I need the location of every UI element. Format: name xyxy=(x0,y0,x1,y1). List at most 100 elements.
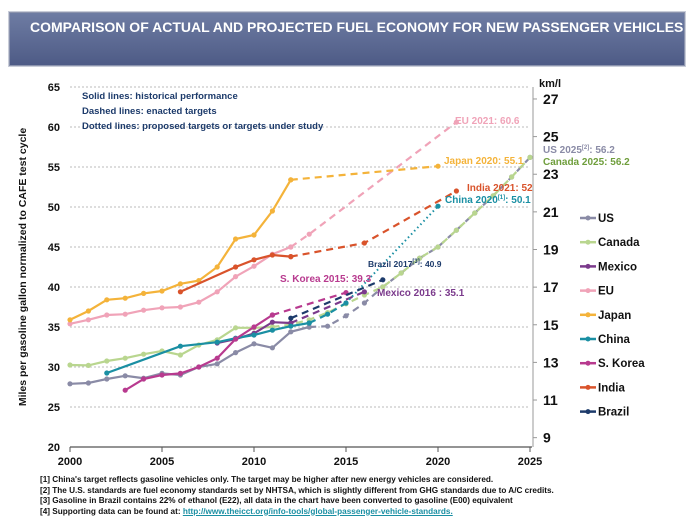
legend-label: Brazil xyxy=(598,407,629,419)
right-tick-label: 25 xyxy=(543,129,559,145)
series-line-japan xyxy=(69,179,292,321)
chart-title: COMPARISON OF ACTUAL AND PROJECTED FUEL … xyxy=(8,11,686,67)
data-point xyxy=(67,317,73,323)
footnotes: [1] China's target reflects gasoline veh… xyxy=(40,475,554,517)
y-tick-label: 65 xyxy=(48,82,60,94)
data-point xyxy=(417,255,423,261)
data-point xyxy=(214,355,220,361)
y-tick-label: 45 xyxy=(48,242,60,254)
y-tick-label: 35 xyxy=(48,322,60,334)
data-point xyxy=(288,323,294,329)
data-point xyxy=(306,320,312,326)
data-point xyxy=(361,289,367,295)
data-point xyxy=(141,376,147,382)
right-tick-label: 9 xyxy=(543,430,551,446)
legend-marker xyxy=(585,360,591,366)
y-tick-label: 40 xyxy=(48,282,60,294)
data-point xyxy=(233,350,239,356)
series-line-brazil xyxy=(290,278,384,320)
data-point xyxy=(435,244,441,250)
data-point xyxy=(214,264,220,270)
data-point xyxy=(288,329,294,335)
legend-label: India xyxy=(598,382,625,394)
data-point xyxy=(233,264,239,270)
data-point xyxy=(269,345,275,351)
legend-label: S. Korea xyxy=(598,358,645,370)
data-point xyxy=(269,208,275,214)
data-point xyxy=(177,281,183,287)
data-point xyxy=(122,355,128,361)
legend-marker xyxy=(585,336,591,342)
data-point xyxy=(233,336,239,342)
data-point xyxy=(361,300,367,306)
data-point xyxy=(85,317,91,323)
data-point xyxy=(361,240,367,246)
legend-marker xyxy=(585,312,591,318)
data-point xyxy=(269,327,275,333)
data-point xyxy=(104,376,110,382)
annotation-mexico: Mexico 2016 : 35.1 xyxy=(377,288,465,299)
annotation-s-korea: S. Korea 2015: 39.3 xyxy=(280,274,372,285)
data-point xyxy=(85,380,91,386)
data-point xyxy=(453,227,459,233)
data-point xyxy=(122,387,128,393)
series-line-canada xyxy=(69,325,273,367)
x-tick-label: 2005 xyxy=(150,456,174,468)
line-style-note: Dotted lines: proposed targets or target… xyxy=(82,121,324,132)
legend-label: EU xyxy=(598,286,614,298)
footnote-2: [2] The U.S. standards are fuel economy … xyxy=(40,485,554,495)
data-point xyxy=(159,372,165,378)
annotation-china: China 2020[1]: 50.1 xyxy=(445,195,531,206)
series-line-china xyxy=(106,321,310,375)
data-point xyxy=(196,364,202,370)
annotation-india: India 2021: 52 xyxy=(467,183,533,194)
legend-marker xyxy=(585,288,591,294)
data-point xyxy=(67,381,73,387)
data-point xyxy=(251,324,257,330)
legend-label: Canada xyxy=(598,237,640,249)
data-point xyxy=(104,312,110,318)
y-tick-label: 25 xyxy=(48,402,60,414)
data-point xyxy=(306,231,312,237)
data-point xyxy=(141,351,147,357)
supporting-data-link[interactable]: http://www.theicct.org/info-tools/global… xyxy=(182,506,453,516)
legend-marker xyxy=(585,215,591,221)
series-line-s-korea xyxy=(272,291,347,317)
data-point xyxy=(159,305,165,311)
data-point xyxy=(177,304,183,310)
right-tick-label: 15 xyxy=(543,317,559,333)
y-tick-label: 30 xyxy=(48,362,60,374)
data-point xyxy=(251,232,257,238)
data-point xyxy=(104,358,110,364)
data-point xyxy=(472,210,478,216)
data-point xyxy=(490,193,496,199)
data-point xyxy=(104,297,110,303)
data-point xyxy=(67,362,73,368)
data-point xyxy=(398,270,404,276)
series-line-china xyxy=(308,302,347,324)
data-point xyxy=(288,254,294,260)
x-tick-label: 2020 xyxy=(426,456,450,468)
x-tick-label: 2010 xyxy=(242,456,266,468)
series-line-canada xyxy=(272,156,531,329)
footnote-1: [1] China's target reflects gasoline veh… xyxy=(40,475,494,484)
data-point xyxy=(453,119,459,125)
footnote-3: [3] Gasoline in Brazil contains 22% of e… xyxy=(40,496,513,505)
legend-label: US xyxy=(598,213,614,225)
series-line-eu xyxy=(290,121,458,248)
y-tick-label: 60 xyxy=(48,122,60,134)
data-point xyxy=(233,325,239,331)
x-tick-label: 2000 xyxy=(58,456,82,468)
footnote-4: [4] Supporting data can be found at: htt… xyxy=(40,506,453,516)
y-axis-label: Miles per gasoline gallon normalized to … xyxy=(17,128,29,406)
legend-marker xyxy=(585,409,591,415)
data-point xyxy=(104,370,110,376)
data-point xyxy=(288,315,294,321)
legend-marker xyxy=(585,263,591,269)
data-point xyxy=(435,163,441,169)
y-tick-label: 20 xyxy=(48,442,60,454)
data-point xyxy=(325,311,331,317)
data-point xyxy=(343,313,349,319)
data-point xyxy=(251,332,257,338)
